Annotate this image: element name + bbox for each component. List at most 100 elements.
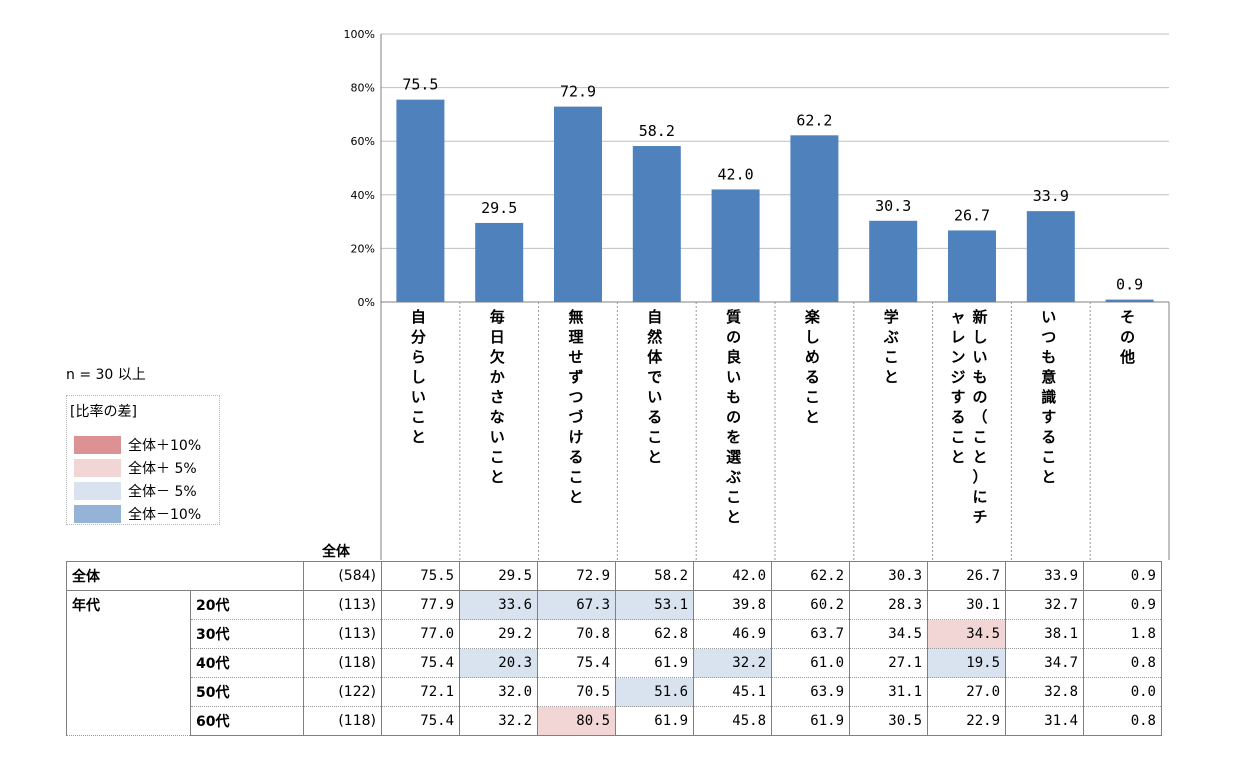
category-label: 毎日欠かさないこと毎日欠かさないこと <box>490 308 505 486</box>
legend-label: 全体＋10% <box>128 438 202 454</box>
table-cell: 27.1 <box>849 648 928 678</box>
table-cell: 19.5 <box>927 648 1006 678</box>
category-label-text: 自分らしいこと <box>411 308 426 446</box>
bar-value-label: 72.9 <box>560 83 596 101</box>
table-cell: 51.6 <box>615 677 694 707</box>
chart-bars <box>396 99 1154 303</box>
table-cell: 27.0 <box>927 677 1006 707</box>
table-cell: 46.9 <box>693 619 772 649</box>
table-cell: 30.3 <box>849 561 928 591</box>
category-label-text: 質の良いものを選ぶこと <box>725 308 741 526</box>
category-label-text: 学ぶこと <box>883 308 899 386</box>
bar-value-label: 33.9 <box>1033 187 1069 205</box>
crosstab-table: 全体 (584) 75.5 29.5 72.9 58.2 42.0 62.2 30.3 26.7 3… <box>66 561 1162 736</box>
total-column-header: 全体 <box>322 544 350 560</box>
row-label: 40代 <box>190 648 304 678</box>
table-cell: 0.0 <box>1083 677 1162 707</box>
table-cell: 72.1 <box>381 677 460 707</box>
table-cell: 38.1 <box>1005 619 1084 649</box>
bar <box>632 146 681 302</box>
table-cell: 75.4 <box>537 648 616 678</box>
table-row: 年代 20代 (113) 77.9 33.6 67.3 53.1 39.8 60.2 28.3 30… <box>66 590 1162 736</box>
table-cell: 75.4 <box>381 648 460 678</box>
table-cell: 34.7 <box>1005 648 1084 678</box>
sample-count: (118) <box>303 648 382 678</box>
sample-count: (118) <box>303 706 382 736</box>
table-cell: 58.2 <box>615 561 694 591</box>
bar-value-label: 58.2 <box>639 122 675 140</box>
row-label: 60代 <box>190 706 304 736</box>
table-cell: 0.9 <box>1083 590 1162 620</box>
table-cell: 34.5 <box>927 619 1006 649</box>
sample-count: (113) <box>303 619 382 649</box>
bar <box>554 106 602 303</box>
table-cell: 32.7 <box>1005 590 1084 620</box>
bar <box>711 189 760 302</box>
table-cell: 0.8 <box>1083 706 1162 736</box>
bar-value-label: 42.0 <box>718 165 754 183</box>
category-label: 無理せずつづけること無理せずつづけること <box>568 308 583 506</box>
category-label-text: 無理せずつづけること <box>568 308 583 506</box>
legend-title: [比率の差] <box>70 404 137 420</box>
y-tick-label: 80% <box>351 82 375 95</box>
table-cell: 62.2 <box>771 561 850 591</box>
table-cell: 61.0 <box>771 648 850 678</box>
table-cell: 31.1 <box>849 677 928 707</box>
bar-value-label: 26.7 <box>954 206 990 224</box>
table-cell: 32.2 <box>693 648 772 678</box>
row-label: 20代 <box>190 590 304 620</box>
bar-chart: 0% 20% 40% 60% 80% 100% 75.5 29.5 72.9 58.2 42.0 6… <box>344 28 1170 560</box>
category-label-text: 新しいもの（こと）にチャレンジすること <box>950 308 987 526</box>
table-cell: 28.3 <box>849 590 928 620</box>
table-cell: 30.1 <box>927 590 1006 620</box>
category-label: 自分らしいこと自分らしいこと <box>411 308 426 446</box>
category-label: いつも意識することいつも意識すること <box>1041 308 1056 486</box>
table-cell: 42.0 <box>693 561 772 591</box>
sample-count: (113) <box>303 590 382 620</box>
table-cell: 53.1 <box>615 590 694 620</box>
category-label-text: その他 <box>1119 308 1135 366</box>
legend-label: 全体－10% <box>128 507 202 523</box>
bar-value-labels: 75.5 29.5 72.9 58.2 42.0 62.2 30.3 26.7 33.9 0.9 <box>402 76 1143 294</box>
table-cell: 31.4 <box>1005 706 1084 736</box>
bar-value-label: 30.3 <box>875 197 911 215</box>
table-cell: 32.2 <box>459 706 538 736</box>
legend-label: 全体－ 5% <box>128 484 197 500</box>
y-tick-label: 20% <box>351 242 375 255</box>
category-label-text: 自然体でいること <box>647 308 663 466</box>
table-cell: 0.9 <box>1083 561 1162 591</box>
table-cell: 77.0 <box>381 619 460 649</box>
row-label: 50代 <box>190 677 304 707</box>
row-label: 全体 <box>66 561 304 591</box>
y-tick-label: 40% <box>351 189 375 202</box>
group-label: 年代 <box>66 590 191 736</box>
table-cell: 45.1 <box>693 677 772 707</box>
legend-swatch <box>74 505 121 523</box>
sample-size-note: n = 30 以上 <box>66 367 146 383</box>
table-cell: 61.9 <box>615 648 694 678</box>
table-row: 40代 (118) 75.4 20.3 75.4 61.9 32.2 61.0 27.1 19.5… <box>67 648 1162 678</box>
legend-swatch <box>74 459 121 477</box>
table-cell: 61.9 <box>615 706 694 736</box>
category-label: 自然体でいること自然体でいること <box>647 308 663 466</box>
category-label-text: いつも意識すること <box>1041 308 1056 486</box>
table-cell: 70.8 <box>537 619 616 649</box>
category-label-area: 自分らしいこと自分らしいこと 毎日欠かさないこと毎日欠かさないこと 無理せずつづける… <box>380 302 1170 560</box>
table-cell: 20.3 <box>459 648 538 678</box>
table-cell: 75.5 <box>381 561 460 591</box>
table-cell: 63.7 <box>771 619 850 649</box>
table-cell: 60.2 <box>771 590 850 620</box>
table-row: 30代 (113) 77.0 29.2 70.8 62.8 46.9 63.7 34.5 34.5… <box>67 619 1162 649</box>
bar <box>396 99 445 302</box>
sample-count: (584) <box>303 561 382 591</box>
table-cell: 67.3 <box>537 590 616 620</box>
category-label: 質の良いものを選ぶこと質の良いものを選ぶこと <box>725 308 741 526</box>
table-cell: 61.9 <box>771 706 850 736</box>
row-label: 30代 <box>190 619 304 649</box>
category-label-text: 毎日欠かさないこと <box>490 308 505 486</box>
bar <box>475 222 524 302</box>
table-cell: 75.4 <box>381 706 460 736</box>
bar <box>790 135 839 302</box>
y-tick-label: 0% <box>358 296 375 309</box>
legend-label: 全体＋ 5% <box>128 461 197 477</box>
